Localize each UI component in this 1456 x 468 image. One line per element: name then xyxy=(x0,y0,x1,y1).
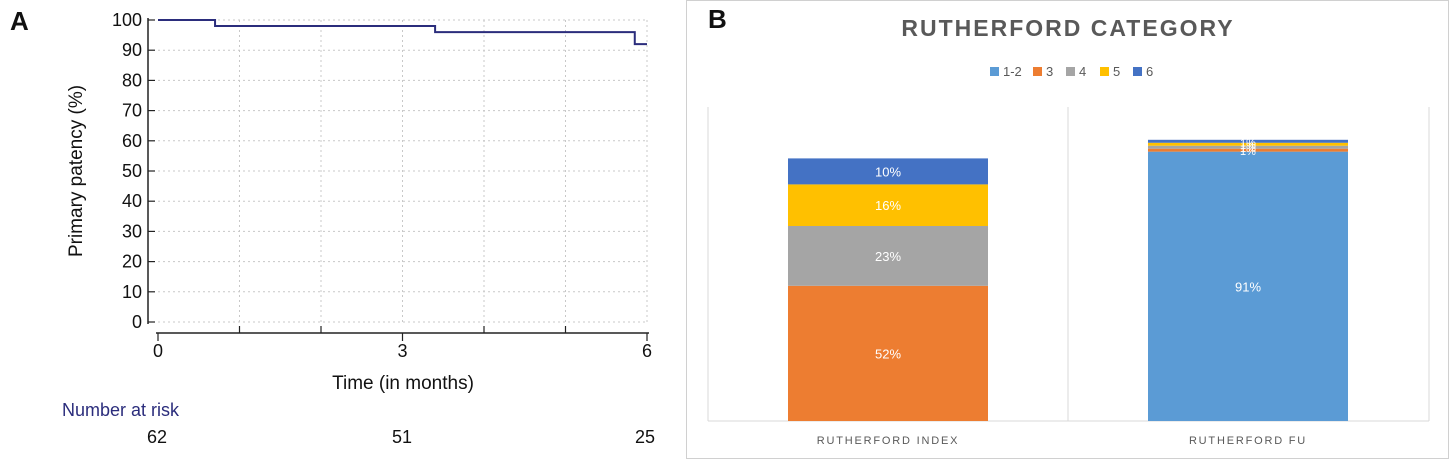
bar-segment-3-0 xyxy=(788,285,988,421)
y-tick-label: 40 xyxy=(122,191,142,211)
legend-swatch-4 xyxy=(1066,67,1075,76)
y-tick-label: 30 xyxy=(122,221,142,241)
bar-segment-4-0 xyxy=(788,226,988,286)
survival-curve xyxy=(158,19,647,46)
legend-swatch-1-2 xyxy=(990,67,999,76)
data-label-3-0: 52% xyxy=(875,346,901,361)
data-label-5-0: 16% xyxy=(875,198,901,213)
risk-value-3: 51 xyxy=(392,427,413,447)
risk-value-6: 25 xyxy=(635,427,656,447)
chart-b-title: RUTHERFORD CATEGORY xyxy=(901,15,1234,41)
data-label-6-0: 10% xyxy=(875,164,901,179)
legend-label-6: 6 xyxy=(1146,64,1153,79)
data-label-5-1: 1% xyxy=(1240,140,1256,152)
bar-segment-4-1 xyxy=(1148,145,1348,149)
bar-segment-3-1 xyxy=(1148,148,1348,152)
data-label-4-0: 23% xyxy=(875,249,901,264)
category-label-0: RUTHERFORD INDEX xyxy=(817,435,959,447)
x-axis-title: Time (in months) xyxy=(332,373,474,394)
panel-b-frame xyxy=(686,0,1449,459)
y-tick-label: 50 xyxy=(122,161,142,181)
legend-swatch-5 xyxy=(1100,67,1109,76)
bar-segment-1-2-1 xyxy=(1148,151,1348,421)
bar-segment-5-1 xyxy=(1148,142,1348,146)
legend-label-5: 5 xyxy=(1113,64,1120,79)
y-tick-label: 0 xyxy=(132,312,142,332)
legend-label-4: 4 xyxy=(1079,64,1086,79)
x-tick-label: 6 xyxy=(642,341,652,361)
legend-label-1-2: 1-2 xyxy=(1003,64,1022,79)
legend-label-3: 3 xyxy=(1046,64,1053,79)
y-tick-label: 80 xyxy=(122,70,142,90)
x-tick-label: 3 xyxy=(397,341,407,361)
bar-segment-6-0 xyxy=(788,158,988,185)
data-label-4-1: 1% xyxy=(1240,143,1256,155)
data-label-3-1: 1% xyxy=(1240,146,1256,158)
y-tick-label: 10 xyxy=(122,282,142,302)
y-tick-label: 100 xyxy=(112,10,142,30)
bar-segment-5-0 xyxy=(788,184,988,226)
panel-a-letter: A xyxy=(10,6,29,36)
y-tick-label: 70 xyxy=(122,101,142,121)
y-axis-title: Primary patency (%) xyxy=(66,85,87,257)
y-tick-label: 20 xyxy=(122,252,142,272)
legend-swatch-3 xyxy=(1033,67,1042,76)
y-tick-label: 60 xyxy=(122,131,142,151)
bar-segment-6-1 xyxy=(1148,139,1348,143)
x-tick-label: 0 xyxy=(153,341,163,361)
number-at-risk-title: Number at risk xyxy=(62,400,180,420)
data-label-1-2-1: 91% xyxy=(1235,279,1261,294)
category-label-1: RUTHERFORD FU xyxy=(1189,435,1307,447)
y-tick-label: 90 xyxy=(122,40,142,60)
legend-swatch-6 xyxy=(1133,67,1142,76)
risk-value-0: 62 xyxy=(147,427,168,447)
panel-b-letter: B xyxy=(708,4,727,34)
data-label-6-1: 1% xyxy=(1240,137,1256,149)
